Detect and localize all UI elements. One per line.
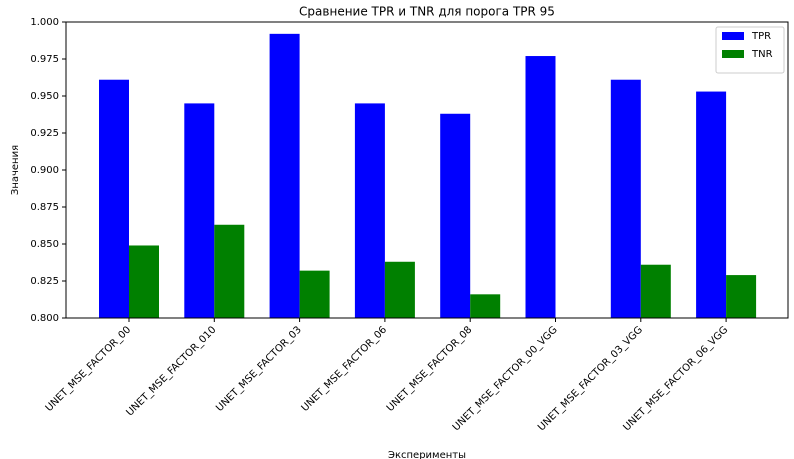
bar: [354, 103, 385, 319]
y-tick-label: 0.825: [30, 276, 59, 287]
bar: [269, 33, 300, 319]
bar: [99, 79, 129, 318]
x-tick-label: UNET_MSE_FACTOR_010: [124, 324, 218, 418]
bar: [470, 294, 501, 318]
chart-title: Сравнение TPR и TNR для порога TPR 95: [299, 5, 555, 19]
bar: [726, 275, 757, 318]
legend-label: TPR: [751, 31, 771, 42]
y-axis-label: Значения: [10, 145, 21, 195]
bar: [184, 103, 215, 319]
bar: [299, 270, 330, 318]
legend-swatch: [722, 32, 744, 40]
plot-frame: [65, 21, 789, 319]
bar: [440, 113, 471, 318]
y-tick-label: 0.875: [30, 202, 59, 213]
x-tick-label: UNET_MSE_FACTOR_06_VGG: [621, 324, 730, 433]
legend-label: TNR: [751, 49, 773, 60]
y-tick-label: 0.925: [30, 128, 59, 139]
x-tick-label: UNET_MSE_FACTOR_06: [300, 324, 390, 414]
y-tick-label: 0.900: [30, 165, 59, 176]
bar: [610, 79, 641, 318]
x-tick-label: UNET_MSE_FACTOR_08: [385, 324, 475, 414]
y-tick-label: 0.950: [30, 91, 59, 102]
y-tick-label: 1.000: [30, 17, 59, 28]
bar: [640, 264, 671, 318]
bar: [696, 91, 727, 318]
x-tick-label: UNET_MSE_FACTOR_03: [214, 324, 304, 414]
x-tick-label: UNET_MSE_FACTOR_00: [44, 324, 134, 414]
bar: [214, 224, 245, 318]
legend-swatch: [722, 50, 744, 58]
y-tick-label: 0.975: [30, 54, 59, 65]
bar: [129, 245, 159, 318]
y-tick-label: 0.800: [30, 313, 59, 324]
y-tick-label: 0.850: [30, 239, 59, 250]
bar: [384, 261, 415, 318]
bar: [525, 56, 556, 318]
x-axis-label: Эксперименты: [388, 450, 466, 459]
